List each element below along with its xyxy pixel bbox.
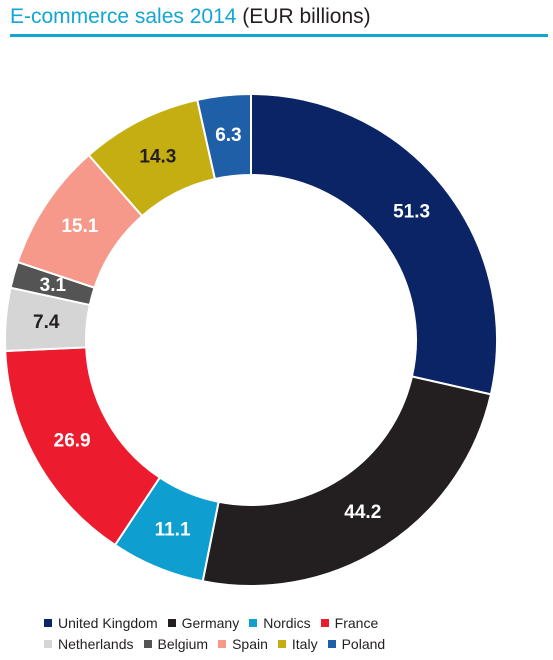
- slice-united-kingdom: [250, 92, 498, 396]
- legend-swatch: [249, 619, 258, 627]
- legend-item-belgium: Belgium: [143, 636, 209, 652]
- legend-swatch: [320, 619, 329, 627]
- legend-swatch: [44, 619, 52, 627]
- data-label-italy: 14.3: [139, 146, 176, 167]
- legend-label: United Kingdom: [58, 615, 158, 631]
- legend-item-france: France: [320, 615, 379, 631]
- legend-label: Netherlands: [58, 636, 134, 652]
- legend-label: France: [334, 615, 379, 631]
- data-label-germany: 44.2: [344, 502, 381, 523]
- legend-item-united-kingdom: United Kingdom: [44, 615, 158, 631]
- legend-swatch: [44, 640, 52, 648]
- legend-label: Poland: [341, 636, 386, 652]
- legend-item-netherlands: Netherlands: [44, 636, 134, 652]
- data-label-united-kingdom: 51.3: [393, 201, 430, 222]
- chart-title-unit: (EUR billions): [236, 5, 371, 28]
- legend-swatch: [327, 640, 336, 648]
- data-label-spain: 15.1: [61, 216, 98, 237]
- legend-item-italy: Italy: [277, 636, 318, 652]
- chart-title: E-commerce sales 2014 (EUR billions): [10, 4, 548, 30]
- legend-item-nordics: Nordics: [249, 615, 311, 631]
- data-label-nordics: 11.1: [155, 519, 191, 540]
- title-divider: [10, 34, 548, 37]
- legend-row: Netherlands Belgium Spain Italy Poland: [44, 634, 544, 654]
- legend-item-spain: Spain: [218, 636, 268, 652]
- data-label-belgium: 3.1: [40, 275, 67, 296]
- legend-label: Italy: [291, 636, 318, 652]
- legend-swatch: [218, 640, 227, 648]
- legend-item-germany: Germany: [167, 615, 240, 631]
- data-label-france: 26.9: [54, 431, 91, 452]
- legend-row: United Kingdom Germany Nordics France: [44, 613, 544, 633]
- legend-swatch: [167, 619, 176, 627]
- slice-germany: [201, 375, 493, 587]
- legend-label: Germany: [181, 615, 240, 631]
- data-label-poland: 6.3: [215, 125, 241, 146]
- legend-item-poland: Poland: [327, 636, 386, 652]
- slice-poland: [196, 92, 252, 181]
- chart-title-main: E-commerce sales 2014: [10, 5, 237, 28]
- legend-label: Belgium: [157, 636, 209, 652]
- data-label-netherlands: 7.4: [33, 312, 60, 333]
- donut-chart: 51.3 44.2 11.1 26.9 7.4 3.1 15.1 14.3 6.3: [4, 92, 498, 587]
- legend-label: Nordics: [263, 615, 311, 631]
- legend-label: Spain: [232, 636, 268, 652]
- legend-swatch: [143, 640, 152, 648]
- legend-swatch: [277, 640, 286, 648]
- chart-legend: United Kingdom Germany Nordics France Nether…: [44, 613, 544, 655]
